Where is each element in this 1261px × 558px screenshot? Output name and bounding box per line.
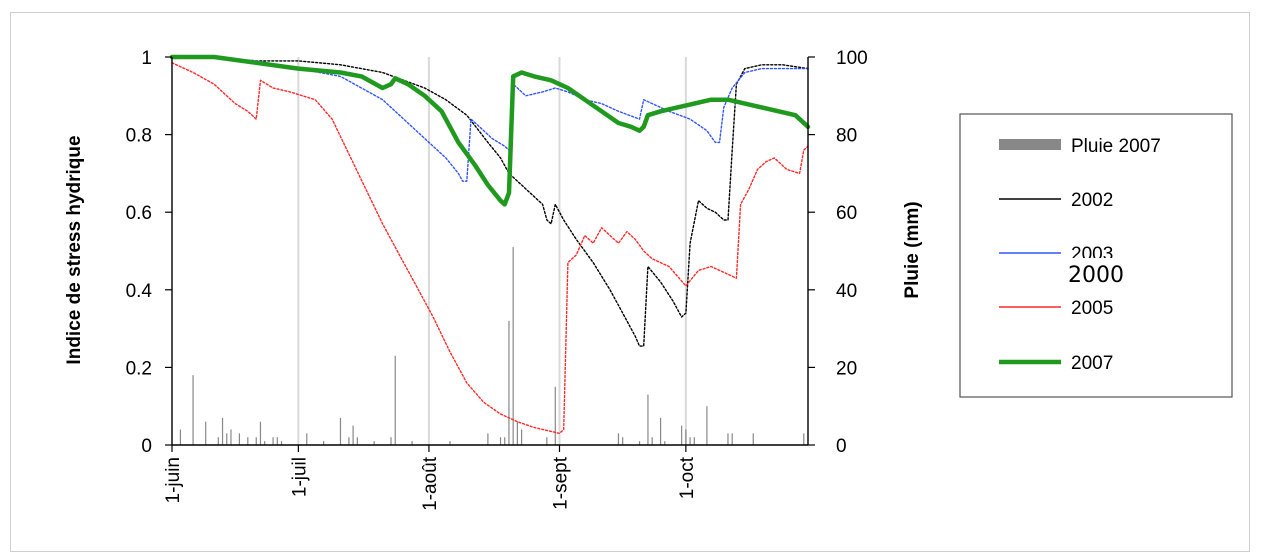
rain-bars [179,247,805,445]
rain-bar [306,433,308,445]
rain-bar [727,433,729,445]
rain-bar [681,425,683,445]
rain-bar [205,421,207,445]
rain-bar [411,441,413,445]
rain-bar [280,441,283,445]
rain-bar [647,394,649,445]
rain-bar [394,355,396,445]
rain-bar [449,441,451,445]
series-line-2002 [171,56,809,347]
rain-bar [651,437,653,445]
rain-bar [487,433,489,445]
rain-bar [731,433,733,445]
series-lines [169,54,811,435]
rain-bar [352,425,354,445]
legend-swatch-rain [999,139,1061,150]
rain-bar [373,441,375,445]
x-tick-label: 1-oct [677,456,698,499]
y-axis-title: Indice de stress hydrique [64,135,85,364]
legend-box [959,113,1233,398]
rain-bar [226,433,228,445]
rain-bar [259,421,262,445]
rain-bar [192,375,194,445]
legend-label: 2007 [1071,353,1113,374]
y2-tick-label: 0 [836,436,847,457]
rain-bar [356,437,358,445]
rain-bar [685,429,687,445]
x-tick-label: 1-août [420,456,441,511]
rain-bar [390,437,392,445]
y2-tick-label: 100 [836,48,868,69]
rain-bar [664,441,666,445]
y-tick-label: 1 [141,48,152,69]
y-tick-label: 0.2 [126,358,152,379]
x-tick-label: 1-sept [550,456,571,510]
y2-tick-label: 60 [836,203,857,224]
y-tick-label: 0.4 [126,281,153,302]
rain-bar [554,386,556,445]
grid-lines [297,57,687,445]
series-line-2005 [171,62,809,435]
axes [165,56,815,452]
rain-bar [659,417,662,445]
rain-bar [339,417,342,445]
rain-bar [803,433,805,445]
series-line-2003 [171,56,809,182]
rain-bar [693,437,695,445]
y2-tick-label: 80 [836,126,857,147]
rain-bar [348,437,350,445]
rain-bar [622,437,624,445]
x-tick-label: 1-juin [163,457,184,503]
rain-bar [546,437,548,445]
rain-bar [217,437,219,445]
rain-bar [323,441,325,445]
rain-bar [221,417,224,445]
rain-bar [752,433,754,445]
y2-tick-label: 20 [836,358,857,379]
rain-bar [504,437,506,445]
rain-bar [512,247,514,445]
rain-bar [508,320,510,445]
rain-bar [276,437,278,445]
overlay-mask [1063,258,1143,290]
rain-bar [617,433,620,445]
legend-label: Pluie 2007 [1071,136,1161,157]
rain-bar [638,441,641,445]
legend-label: 2002 [1071,190,1113,211]
y2-axis-title: Pluie (mm) [902,201,923,298]
y-tick-label: 0 [141,436,152,457]
rain-bar [706,406,708,445]
tick-labels: 0 0.2 0.4 0.6 0.8 1 0 20 40 60 80 100 1-juin 1-juil 1-… [126,48,868,511]
rain-bar [179,429,182,445]
x-tick-label: 1-juil [289,457,310,497]
rain-bar [520,429,523,445]
rain-bar [238,433,240,445]
rain-bar [499,437,502,445]
y2-tick-label: 40 [836,281,857,302]
rain-bar [516,421,518,445]
rain-bar [255,437,257,445]
y-tick-label: 0.8 [126,126,152,147]
rain-bar [230,429,232,445]
legend-label: 2005 [1071,298,1113,319]
series-line-2007 [169,54,811,207]
y-tick-label: 0.6 [126,203,152,224]
overlay-label: 2000 [1068,263,1124,288]
rain-bar [272,437,274,445]
rain-bar [689,437,691,445]
rain-bar [247,437,249,445]
rain-bar [264,441,266,445]
